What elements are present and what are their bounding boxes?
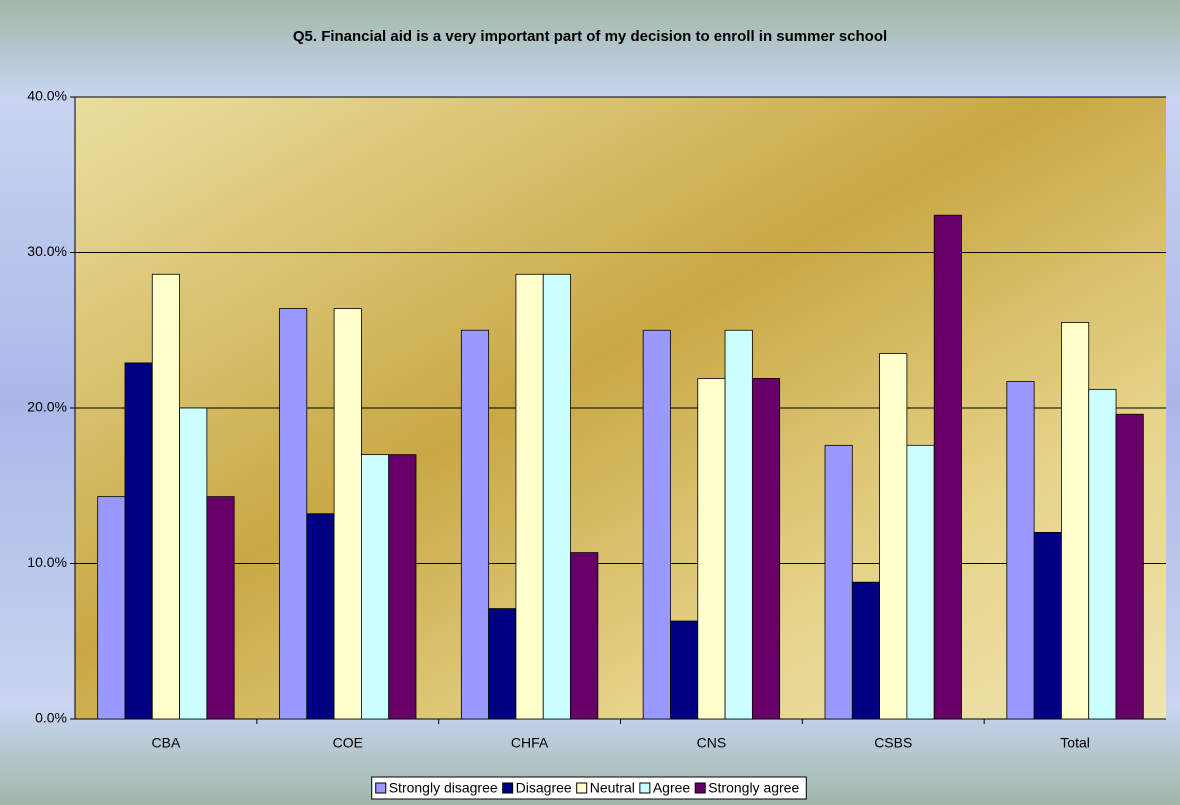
- bar: [670, 620, 699, 720]
- bar: [306, 513, 335, 720]
- bar: [279, 308, 308, 720]
- bar: [1061, 322, 1090, 720]
- legend-swatch: [694, 782, 706, 794]
- legend-swatch: [502, 782, 514, 794]
- legend-label: Neutral: [590, 780, 635, 796]
- x-tick-label: CBA: [152, 735, 181, 751]
- bar: [906, 444, 935, 720]
- bar: [933, 214, 962, 720]
- bar: [333, 308, 362, 720]
- bar: [151, 273, 180, 720]
- x-tick-label: COE: [333, 735, 363, 751]
- bar: [1006, 381, 1035, 720]
- bar: [642, 329, 671, 720]
- bar: [360, 454, 390, 720]
- x-tick-label: CNS: [697, 735, 727, 751]
- bar: [879, 353, 908, 720]
- bar: [206, 496, 235, 720]
- legend-label: Agree: [653, 780, 691, 796]
- y-tick-label: 30.0%: [27, 243, 67, 259]
- bar: [515, 273, 544, 720]
- x-tick-label: CHFA: [511, 735, 549, 751]
- bar: [1033, 532, 1062, 720]
- bar: [388, 454, 417, 720]
- bar: [97, 496, 126, 720]
- bar: [824, 444, 853, 720]
- y-tick-label: 40.0%: [27, 88, 67, 104]
- bar: [1088, 388, 1117, 720]
- x-tick-label: Total: [1060, 735, 1090, 751]
- legend-swatch: [576, 782, 588, 794]
- legend-swatch: [375, 782, 387, 794]
- bar: [542, 273, 571, 720]
- legend-label: Strongly agree: [708, 780, 799, 796]
- x-tick-label: CSBS: [874, 735, 912, 751]
- bar: [1115, 413, 1144, 720]
- bar: [697, 378, 726, 720]
- bar: [724, 329, 753, 720]
- y-tick-label: 10.0%: [27, 554, 67, 570]
- bar: [488, 608, 517, 720]
- legend-label: Disagree: [516, 780, 572, 796]
- legend-label: Strongly disagree: [389, 780, 498, 796]
- y-tick-label: 20.0%: [27, 399, 67, 415]
- chart-title: Q5. Financial aid is a very important pa…: [293, 28, 887, 45]
- bar: [751, 378, 781, 720]
- bar: [851, 581, 880, 720]
- bar: [460, 329, 490, 720]
- legend-swatch: [639, 782, 651, 794]
- bar: [124, 362, 153, 720]
- bar: [179, 407, 208, 720]
- bar: [570, 552, 599, 720]
- y-tick-label: 0.0%: [35, 710, 67, 726]
